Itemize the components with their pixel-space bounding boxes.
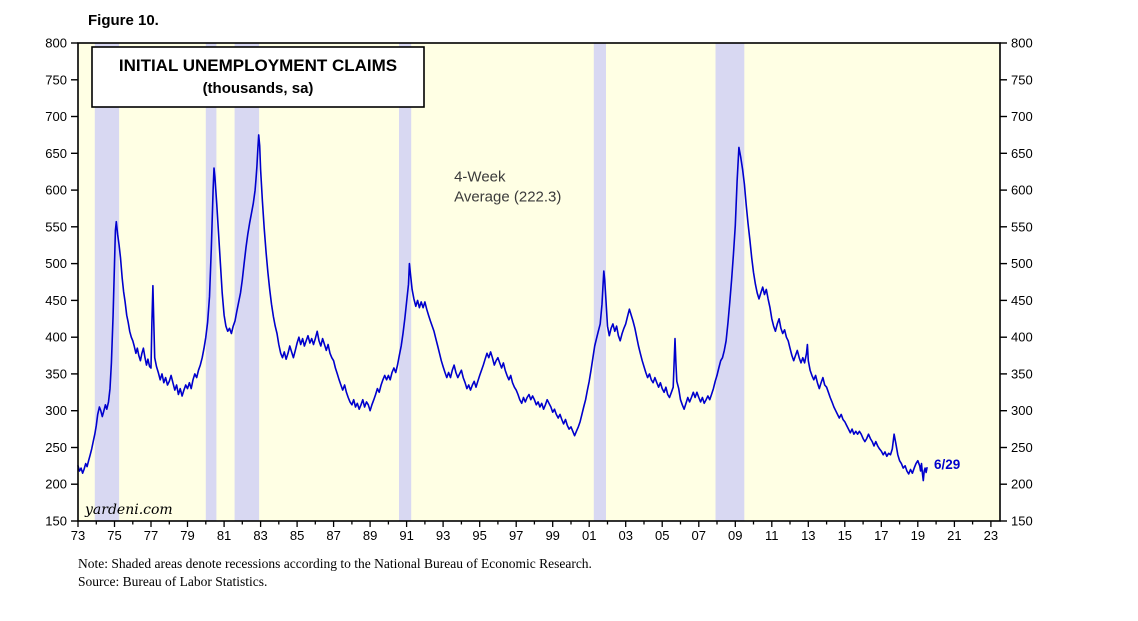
x-axis-label: 91 (399, 528, 413, 543)
y-axis-label-right: 650 (1011, 146, 1033, 161)
x-axis-label: 77 (144, 528, 158, 543)
y-axis-label-right: 350 (1011, 366, 1033, 381)
initial-claims-chart: 150 150 200 200 250 250 300 300 350 350 400 400 450 4… (45, 36, 1033, 544)
y-axis-label-right: 250 (1011, 440, 1033, 455)
y-axis-label-right: 500 (1011, 256, 1033, 271)
y-axis-label-right: 550 (1011, 219, 1033, 234)
x-axis-label: 95 (472, 528, 486, 543)
x-axis-label: 75 (107, 528, 121, 543)
claims-line (77, 134, 928, 482)
chart-frame (77, 42, 1001, 522)
x-axis-label: 01 (582, 528, 596, 543)
series-annotation: 4-Week (454, 168, 506, 185)
y-axis-label-left: 450 (45, 293, 67, 308)
x-axis-label: 21 (947, 528, 961, 543)
y-axis-label-right: 600 (1011, 183, 1033, 198)
x-axis-label: 97 (509, 528, 523, 543)
recession-band (399, 43, 412, 521)
y-axis-label-left: 750 (45, 72, 67, 87)
chart-title-box (91, 46, 425, 108)
recession-band (715, 43, 745, 521)
recession-band (205, 43, 217, 521)
x-axis-label: 05 (655, 528, 669, 543)
x-axis-label: 87 (326, 528, 340, 543)
note-line: Note: Shaded areas denote recessions acc… (78, 556, 592, 571)
y-axis-label-right: 200 (1011, 477, 1033, 492)
y-axis-label-right: 450 (1011, 293, 1033, 308)
y-axis-label-left: 200 (45, 477, 67, 492)
x-axis-label: 17 (874, 528, 888, 543)
x-axis-label: 81 (217, 528, 231, 543)
y-axis-label-right: 400 (1011, 330, 1033, 345)
y-axis-label-left: 650 (45, 146, 67, 161)
end-date-label: 6/29 (934, 457, 960, 472)
x-axis-label: 03 (618, 528, 632, 543)
y-axis-label-left: 500 (45, 256, 67, 271)
x-axis-label: 23 (984, 528, 998, 543)
x-axis-label: 07 (692, 528, 706, 543)
y-axis-label-left: 350 (45, 366, 67, 381)
y-axis-label-left: 400 (45, 330, 67, 345)
series-annotation: Average (222.3) (454, 188, 561, 205)
y-axis-label-left: 700 (45, 109, 67, 124)
x-axis-label: 19 (911, 528, 925, 543)
x-axis-label: 15 (838, 528, 852, 543)
y-axis-label-right: 750 (1011, 72, 1033, 87)
x-axis-label: 85 (290, 528, 304, 543)
x-axis-label: 73 (71, 528, 85, 543)
figure-label: Figure 10. (88, 12, 159, 29)
recession-band (234, 43, 260, 521)
y-axis-label-right: 800 (1011, 36, 1033, 51)
source-line: Source: Bureau of Labor Statistics. (78, 573, 268, 589)
x-axis-label: 89 (363, 528, 377, 543)
y-axis-label-left: 800 (45, 36, 67, 51)
recession-band (593, 43, 606, 521)
y-axis-label-left: 150 (45, 514, 67, 529)
x-axis-label: 93 (436, 528, 450, 543)
y-axis-label-left: 250 (45, 440, 67, 455)
x-axis-label: 83 (253, 528, 267, 543)
chart-subtitle: (thousands, sa) (203, 80, 314, 97)
x-axis-label: 79 (180, 528, 194, 543)
y-axis-label-right: 300 (1011, 403, 1033, 418)
y-axis-label-right: 150 (1011, 514, 1033, 529)
x-axis-label: 09 (728, 528, 742, 543)
y-axis-label-right: 700 (1011, 109, 1033, 124)
x-axis-label: 99 (545, 528, 559, 543)
y-axis-label-left: 300 (45, 403, 67, 418)
x-axis-label: 13 (801, 528, 815, 543)
recession-band (94, 43, 120, 521)
chart-title: INITIAL UNEMPLOYMENT CLAIMS (119, 56, 397, 75)
x-axis-label: 11 (765, 528, 779, 543)
watermark: yardeni.com (84, 502, 173, 518)
chart-notes: Note: Shaded areas denote recessions acc… (0, 549, 1138, 591)
y-axis-label-left: 550 (45, 219, 67, 234)
y-axis-label-left: 600 (45, 183, 67, 198)
plot-background (78, 43, 1000, 521)
